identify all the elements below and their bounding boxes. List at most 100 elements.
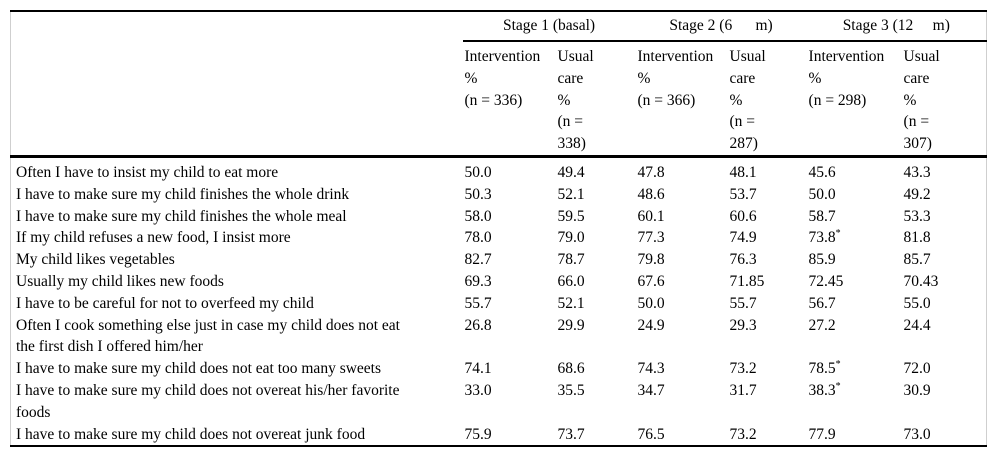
table-row: If my child refuses a new food, I insist… [11, 227, 987, 249]
value-cell: 24.4 [903, 316, 931, 334]
table-row: I have to make sure my child does not ov… [11, 424, 987, 447]
value-cell: 69.3 [464, 272, 492, 290]
table-row: My child likes vegetables 82.7 78.7 79.8 76.… [11, 249, 987, 271]
table-row: I have to make sure my child finishes th… [11, 184, 987, 206]
value-cell: 60.1 [637, 207, 665, 225]
value-cell: 81.8 [903, 229, 931, 247]
value-cell: 48.6 [637, 185, 665, 203]
value-cell: 79.0 [557, 229, 585, 247]
row-label: I have to make sure my child finishes th… [16, 207, 347, 225]
value-cell: 27.2 [808, 316, 836, 334]
value-cell: 60.6 [729, 207, 757, 225]
significance-asterisk: * [835, 359, 841, 370]
column-header: Usual care % (n = 287) [727, 41, 807, 158]
value-cell: 74.3 [637, 360, 665, 378]
value-cell: 50.0 [637, 294, 665, 312]
value-cell: 55.0 [903, 294, 931, 312]
value-cell: 49.2 [903, 185, 931, 203]
value-cell: 59.5 [557, 207, 585, 225]
value-cell: 70.43 [903, 272, 939, 290]
value-cell: 74.9 [729, 229, 757, 247]
row-label: If my child refuses a new food, I insist… [16, 229, 291, 247]
value-cell: 79.8 [637, 251, 665, 269]
row-label: My child likes vegetables [16, 251, 175, 269]
value-cell: 47.8 [637, 163, 665, 181]
value-cell: 66.0 [557, 272, 585, 290]
row-label: I have to make sure my child does not ea… [16, 360, 382, 378]
value-cell: 71.85 [729, 272, 765, 290]
value-cell: 85.9 [808, 251, 836, 269]
value-cell: 53.3 [903, 207, 931, 225]
value-cell: 50.0 [808, 185, 836, 203]
parental-feeding-practices-table: Stage 1 (basal) Stage 2 (6 m) Stage 3 (12 … [10, 10, 988, 448]
value-cell: 77.3 [637, 229, 665, 247]
value-cell: 72.45 [808, 272, 844, 290]
value-cell: 49.4 [557, 163, 585, 181]
value-cell: 85.7 [903, 251, 931, 269]
table-header: Stage 1 (basal) Stage 2 (6 m) Stage 3 (12 … [10, 11, 987, 158]
row-label: I have to make sure my child does not ov… [16, 425, 366, 443]
value-cell: 77.9 [808, 425, 836, 443]
value-cell: 74.1 [464, 360, 492, 378]
value-cell: 78.0 [464, 229, 492, 247]
value-cell: 73.7 [557, 425, 585, 443]
value-cell: 55.7 [729, 294, 757, 312]
row-label-column-header [10, 41, 463, 158]
value-cell: 34.7 [637, 381, 665, 399]
table-body: Often I have to insist my child to eat m… [11, 156, 987, 446]
value-cell: 33.0 [464, 381, 492, 399]
row-label: Often I cook something else just in case… [16, 316, 400, 356]
significance-asterisk: * [835, 228, 841, 240]
value-cell: 78.7 [557, 251, 585, 269]
value-cell: 45.6 [808, 163, 836, 181]
value-cell: 78.5* [808, 359, 841, 378]
row-label: I have to make sure my child does not ov… [16, 381, 400, 421]
value-cell: 53.7 [729, 185, 757, 203]
value-cell: 75.9 [464, 425, 492, 443]
value-cell: 58.0 [464, 207, 492, 225]
value-cell: 72.0 [903, 360, 931, 378]
column-header: Usual care % (n = 307) [901, 41, 987, 158]
table-row: I have to make sure my child finishes th… [11, 206, 987, 228]
row-label: I have to make sure my child finishes th… [16, 185, 350, 203]
stage-header: Stage 3 (12 m) [806, 11, 987, 42]
value-cell: 82.7 [464, 251, 492, 269]
row-label: I have to be careful for not to overfeed… [16, 294, 314, 312]
corner-cell [11, 11, 463, 41]
value-cell: 38.3* [808, 380, 841, 399]
significance-asterisk: * [835, 380, 841, 392]
value-cell: 29.3 [729, 316, 757, 334]
table-row: I have to make sure my child does not ea… [11, 358, 987, 380]
column-header: Intervention % (n = 298) [806, 41, 902, 158]
value-cell: 76.3 [729, 251, 757, 269]
value-cell: 73.2 [729, 425, 757, 443]
value-cell: 58.7 [808, 207, 836, 225]
value-cell: 56.7 [808, 294, 836, 312]
value-cell: 50.3 [464, 185, 492, 203]
column-header: Intervention % (n = 366) [635, 41, 728, 158]
stage-header-row: Stage 1 (basal) Stage 2 (6 m) Stage 3 (12 … [11, 11, 987, 42]
value-cell: 31.7 [729, 381, 757, 399]
value-cell: 55.7 [464, 294, 492, 312]
value-cell: 29.9 [557, 316, 585, 334]
value-cell: 30.9 [903, 381, 931, 399]
row-label: Usually my child likes new foods [16, 272, 224, 290]
value-cell: 24.9 [637, 316, 665, 334]
stage-header: Stage 1 (basal) [462, 11, 636, 42]
value-cell: 26.8 [464, 316, 492, 334]
column-header-row: Intervention % (n = 336) Usual care % (n … [10, 41, 987, 158]
row-label: Often I have to insist my child to eat m… [16, 163, 279, 181]
value-cell: 48.1 [729, 163, 757, 181]
table-row: Often I have to insist my child to eat m… [11, 156, 987, 183]
table-row: Usually my child likes new foods 69.3 66.0… [11, 271, 987, 293]
value-cell: 50.0 [464, 163, 492, 181]
value-cell: 67.6 [637, 272, 665, 290]
value-cell: 43.3 [903, 163, 931, 181]
value-cell: 68.6 [557, 360, 585, 378]
column-header: Intervention % (n = 336) [462, 41, 556, 158]
stage-header: Stage 2 (6 m) [635, 11, 807, 42]
value-cell: 73.8* [808, 228, 841, 247]
value-cell: 35.5 [557, 381, 585, 399]
column-header: Usual care % (n = 338) [555, 41, 636, 158]
